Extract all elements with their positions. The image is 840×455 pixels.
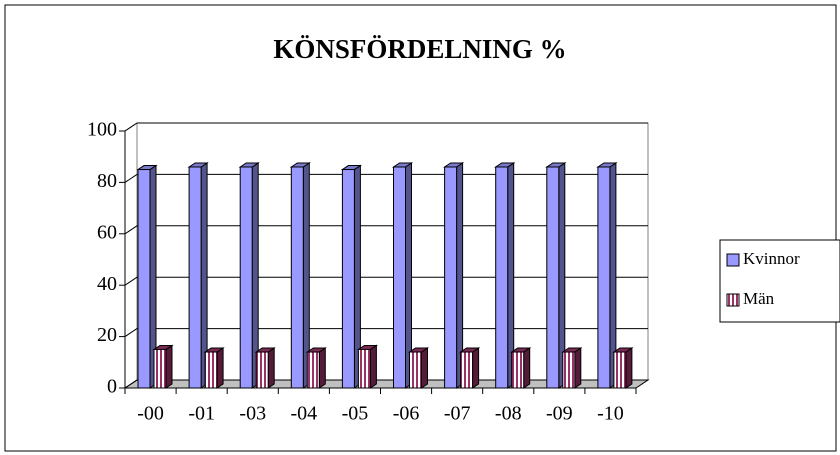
bar-side [625, 347, 633, 389]
bar [495, 166, 509, 389]
grid-line [124, 225, 138, 235]
legend-label: Kvinnor [743, 249, 800, 268]
bar [188, 166, 202, 389]
x-tick-label: -00 [137, 403, 164, 425]
y-tick-label: 60 [97, 221, 117, 243]
x-tick-label: -04 [291, 403, 318, 425]
bar [613, 351, 627, 389]
bar [460, 351, 474, 389]
bar [444, 166, 458, 389]
x-tick-label: -08 [495, 403, 522, 425]
bar-side [369, 344, 377, 389]
y-tick-label: 0 [107, 376, 117, 398]
grid-line [124, 173, 138, 183]
bar-side [574, 347, 582, 389]
bar-side [472, 347, 480, 389]
x-tick-label: -10 [597, 403, 624, 425]
x-tick-label: -09 [546, 403, 573, 425]
bar [204, 351, 218, 389]
grid-line [124, 328, 138, 338]
bar [290, 166, 304, 389]
x-tick-label: -07 [444, 403, 471, 425]
chart-title: KÖNSFÖRDELNING % [273, 34, 566, 64]
back-wall [136, 122, 649, 381]
x-tick-label: -01 [188, 403, 215, 425]
bar [546, 166, 560, 389]
bar-side [421, 347, 428, 389]
bar [153, 348, 167, 389]
bar [393, 166, 406, 389]
grid-line [124, 379, 138, 389]
x-tick-label: -03 [239, 403, 266, 425]
side-wall [124, 122, 138, 389]
y-tick-label: 80 [97, 170, 117, 192]
bar-side [216, 347, 224, 389]
legend-swatch [726, 293, 740, 307]
y-tick-label: 100 [87, 119, 117, 141]
bar-side [267, 347, 275, 389]
legend [719, 239, 840, 323]
bar [306, 351, 320, 389]
bar [357, 348, 371, 389]
y-tick-label: 40 [97, 273, 117, 295]
grid-line [124, 122, 138, 132]
bar [597, 166, 611, 389]
bar-side [523, 347, 531, 389]
bar [511, 351, 525, 389]
y-tick-label: 20 [97, 324, 117, 346]
bar-side [165, 344, 173, 389]
x-tick-label: -06 [393, 403, 420, 425]
legend-label: Män [743, 289, 775, 308]
bar [409, 351, 422, 389]
grid-line [124, 276, 138, 286]
x-tick-label: -05 [342, 403, 369, 425]
legend-swatch [726, 253, 740, 267]
bar [239, 166, 253, 389]
bar [255, 351, 269, 389]
bar [562, 351, 576, 389]
bar-side [318, 347, 326, 389]
bar [341, 169, 355, 389]
bar [137, 169, 151, 389]
